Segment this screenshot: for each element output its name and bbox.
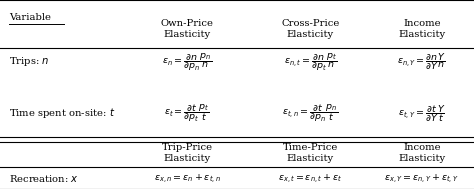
Text: Time spent on-site: $t$: Time spent on-site: $t$ — [9, 106, 116, 120]
Text: Trips: $n$: Trips: $n$ — [9, 56, 50, 68]
Text: Income
Elasticity: Income Elasticity — [398, 143, 446, 163]
Text: Income
Elasticity: Income Elasticity — [398, 19, 446, 39]
Text: Time-Price
Elasticity: Time-Price Elasticity — [283, 143, 338, 163]
Text: $\epsilon_{n,t} = \dfrac{\partial n}{\partial p_t}\dfrac{p_t}{n}$: $\epsilon_{n,t} = \dfrac{\partial n}{\pa… — [284, 51, 337, 73]
Text: $\epsilon_{t,Y} = \dfrac{\partial t}{\partial Y}\dfrac{Y}{t}$: $\epsilon_{t,Y} = \dfrac{\partial t}{\pa… — [398, 103, 446, 124]
Text: $\epsilon_t = \dfrac{\partial t}{\partial p_t}\dfrac{p_t}{t}$: $\epsilon_t = \dfrac{\partial t}{\partia… — [164, 102, 210, 124]
Text: $\epsilon_n = \dfrac{\partial n}{\partial p_n}\dfrac{p_n}{n}$: $\epsilon_n = \dfrac{\partial n}{\partia… — [162, 51, 212, 73]
Text: Cross-Price
Elasticity: Cross-Price Elasticity — [281, 19, 340, 39]
Text: $\epsilon_{x,n} = \epsilon_n + \epsilon_{t,n}$: $\epsilon_{x,n} = \epsilon_n + \epsilon_… — [154, 172, 220, 185]
Text: Variable: Variable — [9, 12, 52, 22]
Text: $\epsilon_{x,Y} = \epsilon_{n,Y} + \epsilon_{t,Y}$: $\epsilon_{x,Y} = \epsilon_{n,Y} + \epsi… — [384, 172, 459, 185]
Text: $\epsilon_{n,Y} = \dfrac{\partial n}{\partial Y}\dfrac{Y}{n}$: $\epsilon_{n,Y} = \dfrac{\partial n}{\pa… — [397, 52, 447, 72]
Text: Own-Price
Elasticity: Own-Price Elasticity — [161, 19, 214, 39]
Text: Recreation: $x$: Recreation: $x$ — [9, 173, 80, 184]
Text: $\epsilon_{x,t} = \epsilon_{n,t} + \epsilon_t$: $\epsilon_{x,t} = \epsilon_{n,t} + \epsi… — [278, 172, 343, 185]
Text: Trip-Price
Elasticity: Trip-Price Elasticity — [162, 143, 213, 163]
Text: $\epsilon_{t,n} = \dfrac{\partial t}{\partial p_n}\dfrac{p_n}{t}$: $\epsilon_{t,n} = \dfrac{\partial t}{\pa… — [283, 102, 338, 124]
